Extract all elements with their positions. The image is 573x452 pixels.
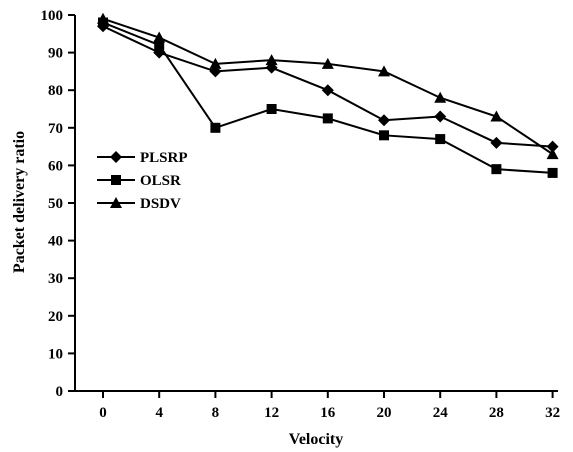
x-tick-label: 28 — [489, 405, 504, 421]
square-marker — [111, 175, 121, 185]
diamond-marker — [490, 136, 503, 149]
x-tick-label: 32 — [545, 405, 560, 421]
y-tick-label: 40 — [48, 234, 63, 250]
y-tick-label: 0 — [56, 384, 64, 400]
diamond-marker — [321, 84, 334, 97]
diamond-marker — [434, 110, 447, 123]
y-tick-label: 50 — [48, 196, 63, 212]
series-dsdv — [97, 12, 559, 160]
y-tick-label: 10 — [48, 346, 63, 362]
square-marker — [435, 134, 446, 145]
x-tick-label: 24 — [433, 405, 449, 421]
square-marker — [379, 130, 389, 141]
triangle-marker — [378, 65, 390, 77]
legend: PLSRP OLSR DSDV — [97, 150, 188, 212]
x-axis: 0 4 8 12 16 20 24 28 32 — [75, 390, 560, 421]
diamond-marker — [110, 151, 122, 163]
legend-label: DSDV — [140, 196, 181, 212]
x-axis-title: Velocity — [289, 431, 344, 448]
x-tick-label: 16 — [320, 405, 336, 421]
square-marker — [491, 164, 502, 175]
triangle-marker — [209, 57, 222, 69]
square-marker — [266, 104, 277, 114]
y-tick-label: 20 — [48, 309, 63, 325]
legend-item: DSDV — [97, 196, 181, 212]
x-tick-group: 0 4 8 12 16 20 24 28 32 — [99, 391, 560, 421]
triangle-marker — [265, 54, 278, 66]
series-layer — [97, 12, 559, 178]
diamond-marker — [378, 114, 390, 127]
square-marker — [322, 113, 333, 124]
x-tick-label: 20 — [377, 405, 392, 421]
y-tick-label: 80 — [48, 83, 63, 99]
triangle-marker — [546, 148, 559, 160]
triangle-marker — [321, 57, 334, 69]
legend-label: OLSR — [140, 173, 181, 189]
y-tick-label: 100 — [41, 8, 64, 24]
y-tick-label: 30 — [48, 271, 63, 287]
y-axis-title: Packet delivery ratio — [11, 131, 28, 273]
y-tick-label: 90 — [48, 46, 63, 62]
x-tick-label: 0 — [99, 405, 107, 421]
triangle-marker — [153, 31, 166, 43]
diamond-marker — [546, 140, 559, 153]
y-axis: 0 10 20 30 40 50 60 70 80 90 100 — [41, 8, 76, 400]
y-tick-group: 0 10 20 30 40 50 60 70 80 90 100 — [41, 8, 75, 400]
triangle-marker — [434, 91, 447, 103]
legend-item: OLSR — [97, 173, 181, 189]
triangle-marker — [97, 12, 109, 24]
x-tick-label: 8 — [212, 405, 220, 421]
legend-label: PLSRP — [140, 150, 188, 166]
square-marker — [210, 122, 221, 133]
x-tick-label: 12 — [264, 405, 279, 421]
y-tick-label: 70 — [48, 121, 63, 137]
square-marker — [154, 40, 165, 51]
legend-item: PLSRP — [97, 150, 188, 166]
triangle-marker — [490, 110, 503, 122]
triangle-marker — [110, 197, 122, 208]
x-tick-label: 4 — [155, 405, 163, 421]
square-marker — [547, 167, 558, 178]
y-tick-label: 60 — [48, 158, 63, 174]
